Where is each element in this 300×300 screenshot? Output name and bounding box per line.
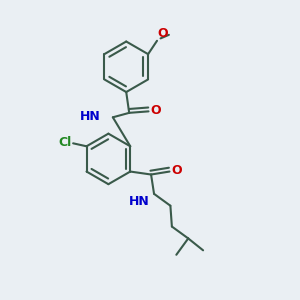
Text: HN: HN bbox=[80, 110, 101, 123]
Text: O: O bbox=[171, 164, 181, 177]
Text: Cl: Cl bbox=[58, 136, 72, 149]
Text: O: O bbox=[158, 27, 168, 40]
Text: O: O bbox=[150, 104, 160, 117]
Text: HN: HN bbox=[129, 195, 150, 208]
